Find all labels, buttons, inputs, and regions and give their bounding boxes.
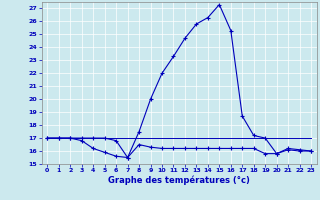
X-axis label: Graphe des températures (°c): Graphe des températures (°c) [108,176,250,185]
